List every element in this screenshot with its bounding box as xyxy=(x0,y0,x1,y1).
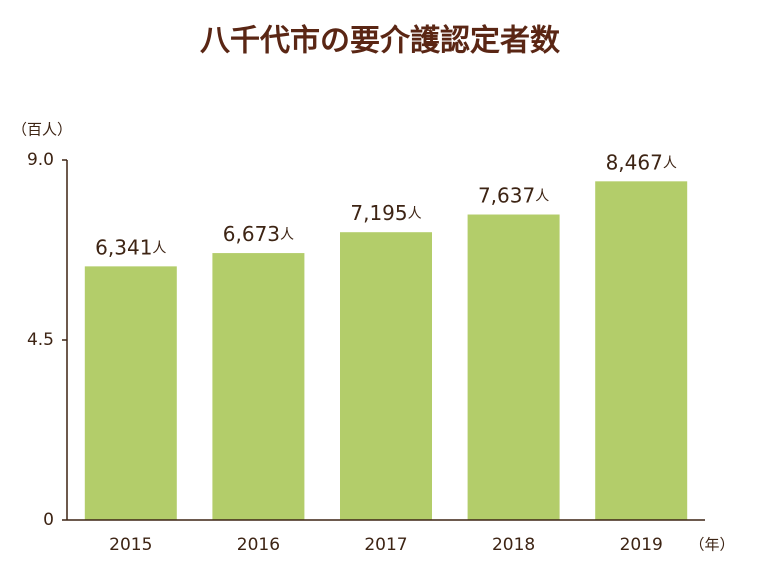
value-label: 7,195人 xyxy=(350,201,421,225)
bar xyxy=(212,253,305,520)
x-tick-label: 2015 xyxy=(109,535,152,555)
bar xyxy=(340,232,432,520)
y-tick-label: 4.5 xyxy=(27,330,54,350)
x-tick-label: 2018 xyxy=(492,535,535,555)
value-label: 6,341人 xyxy=(95,235,166,259)
x-tick-label: 2016 xyxy=(237,535,280,555)
bar xyxy=(467,214,560,520)
chart-title: 八千代市の要介護認定者数 xyxy=(200,24,561,59)
value-label-number: 8,467 xyxy=(606,150,663,174)
value-label-unit: 人 xyxy=(280,227,294,243)
value-label-unit: 人 xyxy=(408,206,422,222)
y-tick-label: 9.0 xyxy=(27,150,54,170)
x-axis-label: （年） xyxy=(689,536,734,554)
value-label-unit: 人 xyxy=(535,189,549,205)
value-label-number: 6,673 xyxy=(223,222,280,246)
x-tick-label: 2019 xyxy=(620,535,663,555)
y-tick-label: 0 xyxy=(43,510,54,530)
x-tick-label: 2017 xyxy=(364,535,407,555)
y-axis-label: （百人） xyxy=(12,121,72,139)
value-label-unit: 人 xyxy=(152,240,166,256)
bar xyxy=(595,181,688,520)
value-label: 6,673人 xyxy=(223,222,294,246)
value-label-number: 7,637 xyxy=(478,183,535,207)
bar xyxy=(84,266,177,520)
value-label: 7,637人 xyxy=(478,183,549,207)
value-label: 8,467人 xyxy=(606,150,677,174)
value-label-number: 6,341 xyxy=(95,235,152,259)
value-label-number: 7,195 xyxy=(350,201,407,225)
value-label-unit: 人 xyxy=(663,155,677,171)
